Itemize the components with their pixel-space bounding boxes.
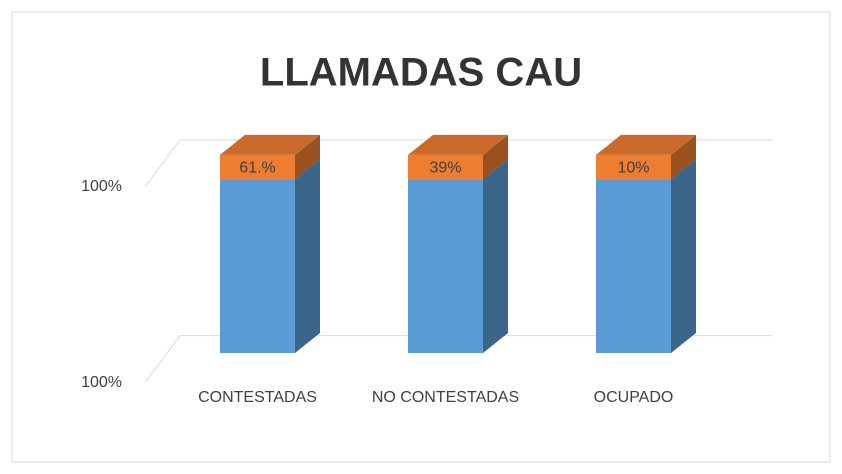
bar-side <box>671 134 696 180</box>
bar-front <box>596 179 671 353</box>
bar <box>220 159 320 353</box>
bar-front <box>596 154 671 180</box>
bar-side <box>671 159 696 353</box>
bar-front <box>220 154 295 180</box>
chart-title: LLAMADAS CAU <box>260 51 582 95</box>
y-tick-label: 100% <box>81 374 122 391</box>
bar-top <box>408 134 508 155</box>
bar-side <box>483 159 508 353</box>
bar <box>408 134 508 180</box>
bar <box>596 134 696 180</box>
bar-top <box>596 134 696 155</box>
bar-front <box>408 154 483 180</box>
grid-line <box>144 139 772 188</box>
bar-side <box>295 134 320 180</box>
x-tick-label: OCUPADO <box>594 389 674 406</box>
bar <box>220 134 320 180</box>
data-label: 61.% <box>239 159 275 176</box>
data-label: 10% <box>617 159 649 176</box>
bar-side <box>295 159 320 353</box>
bar-top <box>220 134 320 155</box>
grid-line <box>144 335 772 383</box>
data-label: 39% <box>429 159 461 176</box>
y-tick-label: 100% <box>81 178 122 195</box>
bar <box>408 159 508 353</box>
bar-front <box>220 179 295 353</box>
bar-front <box>408 179 483 353</box>
bar <box>596 159 696 353</box>
bar-side <box>483 134 508 180</box>
x-tick-label: CONTESTADAS <box>198 389 317 406</box>
x-tick-label: NO CONTESTADAS <box>372 389 519 406</box>
